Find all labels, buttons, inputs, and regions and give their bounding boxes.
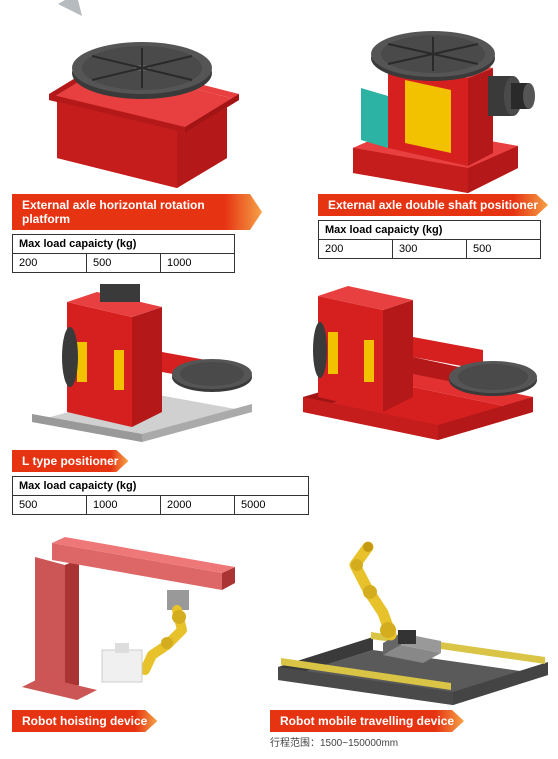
product3b-illustration: [295, 282, 545, 447]
product3-header: Max load capaicty (kg): [13, 477, 309, 496]
product5-note: 行程范围：1500~150000mm: [270, 734, 555, 749]
product-travelling: Robot mobile travelling device 行程范围：1500…: [270, 535, 555, 749]
product3-info: L type positioner Max load capaicty (kg)…: [12, 450, 352, 515]
product3-illustration: [12, 282, 272, 447]
product1-table: Max load capaicty (kg) 200 500 1000: [12, 234, 235, 273]
product-l-type-left: [12, 282, 272, 447]
product2-val0: 200: [319, 240, 393, 259]
product1-title: External axle horizontal rotation platfo…: [12, 194, 262, 230]
product-double-shaft: External axle double shaft positioner Ma…: [318, 18, 558, 259]
product3-val1: 1000: [87, 496, 161, 515]
product2-val1: 300: [393, 240, 467, 259]
product4-title: Robot hoisting device: [12, 710, 157, 732]
product4-illustration: [12, 535, 262, 710]
product-l-type-right: [295, 282, 545, 447]
product2-header: Max load capaicty (kg): [319, 221, 541, 240]
product1-val2: 1000: [161, 254, 235, 273]
product3-table: Max load capaicty (kg) 500 1000 2000 500…: [12, 476, 309, 515]
product2-title: External axle double shaft positioner: [318, 194, 548, 216]
product3-val3: 5000: [235, 496, 309, 515]
product1-val0: 200: [13, 254, 87, 273]
product1-val1: 500: [87, 254, 161, 273]
product2-table: Max load capaicty (kg) 200 300 500: [318, 220, 541, 259]
product5-illustration: [270, 535, 555, 710]
product3-val2: 2000: [161, 496, 235, 515]
product2-illustration: [318, 18, 558, 194]
product3-val0: 500: [13, 496, 87, 515]
product-horizontal-rotation: External axle horizontal rotation platfo…: [12, 18, 262, 273]
product5-title: Robot mobile travelling device: [270, 710, 464, 732]
product2-val2: 500: [467, 240, 541, 259]
product3-title: L type positioner: [12, 450, 128, 472]
product-hoisting: Robot hoisting device: [12, 535, 262, 732]
product1-illustration: [12, 18, 262, 194]
product1-header: Max load capaicty (kg): [13, 235, 235, 254]
